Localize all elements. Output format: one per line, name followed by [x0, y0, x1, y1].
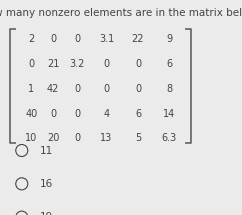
Text: 0: 0 [135, 59, 141, 69]
Text: 6: 6 [135, 109, 141, 119]
Text: 0: 0 [50, 109, 56, 119]
Text: 6.3: 6.3 [162, 133, 177, 143]
Text: 20: 20 [47, 133, 60, 143]
Text: 0: 0 [74, 133, 81, 143]
Text: 14: 14 [163, 109, 175, 119]
Text: 0: 0 [103, 59, 110, 69]
Text: 22: 22 [132, 34, 144, 45]
Text: 2: 2 [28, 34, 35, 45]
Text: 1: 1 [28, 84, 35, 94]
Text: 3.2: 3.2 [70, 59, 85, 69]
Text: 16: 16 [40, 179, 53, 189]
Text: 40: 40 [25, 109, 38, 119]
Text: 3.1: 3.1 [99, 34, 114, 45]
Text: 4: 4 [103, 109, 110, 119]
Text: 0: 0 [50, 34, 56, 45]
Text: 0: 0 [74, 109, 81, 119]
Text: 6: 6 [166, 59, 173, 69]
Text: 42: 42 [47, 84, 60, 94]
Text: 0: 0 [74, 34, 81, 45]
Text: 8: 8 [166, 84, 173, 94]
Text: 0: 0 [28, 59, 35, 69]
Text: 13: 13 [100, 133, 113, 143]
Text: 5: 5 [135, 133, 141, 143]
Text: 9: 9 [166, 34, 173, 45]
Text: 11: 11 [40, 146, 53, 155]
Text: 0: 0 [135, 84, 141, 94]
Text: 0: 0 [103, 84, 110, 94]
Text: 0: 0 [74, 84, 81, 94]
Text: How many nonzero elements are in the matrix below?: How many nonzero elements are in the mat… [0, 8, 242, 18]
Text: 10: 10 [25, 133, 38, 143]
Text: 19: 19 [40, 212, 53, 215]
Text: 21: 21 [47, 59, 60, 69]
